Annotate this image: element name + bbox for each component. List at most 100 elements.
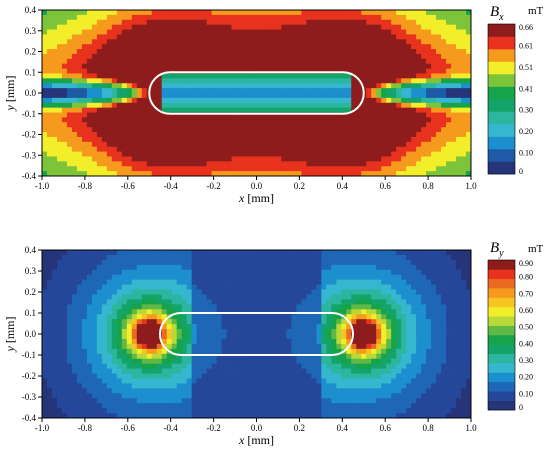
heatmap-cell	[51, 343, 58, 350]
heatmap-cell	[216, 117, 222, 123]
heatmap-cell	[261, 83, 267, 89]
heatmap-cell	[301, 58, 307, 65]
heatmap-cell	[81, 136, 88, 143]
heatmap-cell	[296, 289, 302, 295]
heatmap-cell	[201, 171, 208, 177]
heatmap-cell	[286, 368, 292, 374]
heatmap-cell	[131, 368, 138, 374]
heatmap-cell	[351, 112, 357, 118]
heatmap-cell	[376, 151, 382, 157]
heatmap-cell	[96, 309, 103, 315]
heatmap-cell	[406, 93, 412, 99]
heatmap-cell	[371, 161, 377, 167]
heatmap-cell	[241, 29, 247, 35]
heatmap-cell	[336, 53, 342, 60]
y-axis-var: y	[3, 105, 17, 112]
heatmap-cell	[461, 122, 467, 128]
heatmap-cell	[141, 254, 148, 261]
heatmap-cell	[66, 24, 73, 30]
heatmap-cell	[246, 324, 252, 330]
colorbar-symbol-subscript: x	[498, 12, 504, 23]
heatmap-cell	[51, 289, 58, 295]
heatmap-cell	[196, 324, 203, 330]
heatmap-cell	[331, 83, 337, 89]
heatmap-cell	[321, 353, 327, 360]
heatmap-cell	[286, 102, 292, 109]
heatmap-cell	[321, 136, 327, 143]
heatmap-cell	[231, 171, 237, 177]
heatmap-cell	[61, 408, 68, 414]
heatmap-cell	[241, 329, 247, 335]
heatmap-cell	[81, 338, 88, 345]
heatmap-cell	[166, 383, 173, 389]
heatmap-cell	[121, 146, 128, 152]
heatmap-cell	[196, 343, 203, 350]
heatmap-cell	[221, 353, 227, 360]
heatmap-cell	[371, 14, 377, 21]
heatmap-cell	[311, 63, 317, 69]
heatmap-cell	[201, 343, 208, 350]
heatmap-cell	[226, 358, 232, 365]
heatmap-cell	[181, 338, 188, 345]
heatmap-cell	[191, 117, 198, 123]
heatmap-cell	[86, 88, 93, 94]
heatmap-cell	[131, 358, 138, 365]
heatmap-cell	[216, 151, 222, 157]
heatmap-cell	[301, 161, 307, 167]
heatmap-cell	[241, 122, 247, 128]
heatmap-cell	[321, 343, 327, 350]
heatmap-cell	[101, 19, 108, 26]
heatmap-cell	[461, 29, 467, 35]
heatmap-cell	[251, 53, 257, 60]
heatmap-cell	[191, 373, 198, 379]
heatmap-cell	[186, 58, 193, 65]
heatmap-cell	[331, 122, 337, 128]
heatmap-cell	[126, 39, 133, 45]
heatmap-cell	[281, 334, 287, 340]
heatmap-cell	[271, 368, 277, 374]
heatmap-cell	[221, 24, 227, 30]
heatmap-cell	[361, 29, 367, 35]
heatmap-cell	[331, 68, 337, 74]
heatmap-cell	[231, 334, 237, 340]
heatmap-cell	[86, 289, 93, 295]
heatmap-cell	[91, 358, 98, 365]
heatmap-cell	[131, 58, 138, 65]
heatmap-cell	[421, 112, 427, 118]
heatmap-cell	[211, 353, 217, 360]
heatmap-cell	[386, 132, 392, 138]
heatmap-cell	[146, 29, 153, 35]
heatmap-cell	[76, 14, 83, 21]
heatmap-cell	[461, 151, 467, 157]
heatmap-cell	[56, 39, 63, 45]
heatmap-cell	[226, 294, 232, 300]
heatmap-cell	[156, 127, 163, 133]
heatmap-cell	[446, 141, 452, 148]
heatmap-cell	[42, 83, 48, 89]
heatmap-cell	[86, 117, 93, 123]
heatmap-cell	[311, 127, 317, 133]
heatmap-cell	[221, 373, 227, 379]
heatmap-cell	[461, 132, 467, 138]
heatmap-cell	[151, 146, 158, 152]
heatmap-cell	[306, 83, 312, 89]
heatmap-cell	[131, 334, 138, 340]
heatmap-cell	[146, 146, 153, 152]
heatmap-cell	[201, 117, 208, 123]
heatmap-cell	[116, 10, 123, 16]
heatmap-cell	[266, 78, 272, 84]
heatmap-cell	[121, 383, 128, 389]
heatmap-cell	[281, 403, 287, 409]
heatmap-cell	[271, 363, 277, 369]
heatmap-cell	[331, 264, 337, 271]
heatmap-cell	[236, 19, 242, 26]
heatmap-cell	[226, 107, 232, 113]
heatmap-cell	[156, 363, 163, 369]
heatmap-cell	[266, 146, 272, 152]
heatmap-cell	[71, 53, 78, 60]
heatmap-cell	[386, 58, 392, 65]
heatmap-cell	[206, 284, 213, 290]
heatmap-cell	[296, 259, 302, 266]
heatmap-cell	[271, 112, 277, 118]
heatmap-cell	[401, 156, 407, 162]
